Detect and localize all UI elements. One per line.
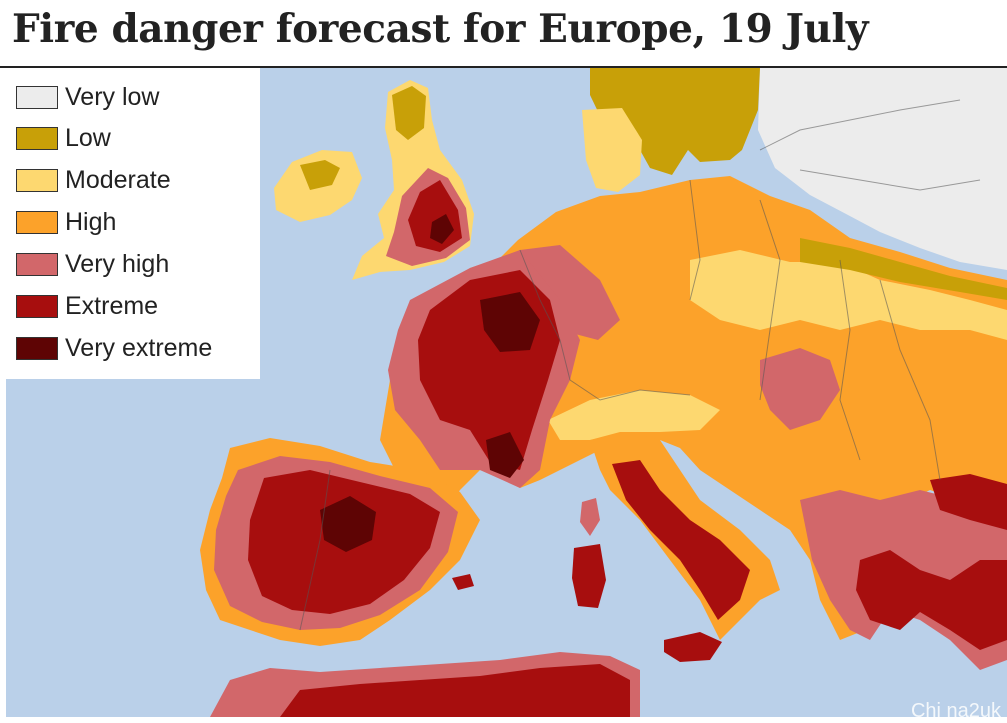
region-france-veryextreme [480, 292, 540, 352]
legend-item-high: High [16, 207, 116, 237]
legend-swatch [16, 85, 58, 109]
legend: Very low Low Moderate High Very high Ext… [6, 68, 260, 379]
region-balearic [452, 574, 474, 590]
region-hungary-veryhigh [760, 348, 840, 430]
region-iberia-veryextreme [320, 496, 376, 552]
region-turkey-extreme [930, 474, 1007, 530]
legend-swatch [16, 294, 58, 318]
region-scotland-low [392, 86, 426, 140]
region-alps-moderate [548, 390, 720, 440]
region-northafrica-extreme [280, 664, 630, 717]
legend-swatch [16, 126, 58, 150]
map-title: Fire danger forecast for Europe, 19 July [12, 6, 869, 52]
legend-item-moderate: Moderate [16, 165, 171, 195]
legend-swatch [16, 210, 58, 234]
region-very-low-northeast [758, 68, 1007, 270]
region-france-veryextreme-south [486, 432, 524, 478]
country-borders [299, 99, 981, 631]
legend-swatch [16, 336, 58, 360]
bottom-margin [0, 717, 1007, 723]
region-greece-extreme [856, 550, 1007, 650]
legend-label: Extreme [65, 291, 159, 320]
region-denmark-moderate [582, 108, 642, 192]
region-corsica [580, 498, 600, 536]
region-sardinia [572, 544, 606, 608]
region-sicily-extreme [664, 632, 722, 662]
legend-item-extreme: Extreme [16, 291, 158, 321]
legend-label: Very high [65, 249, 170, 278]
legend-label: Moderate [65, 165, 171, 194]
legend-item-very-low: Very low [16, 82, 159, 112]
legend-label: Very extreme [65, 333, 213, 362]
region-poland-low [800, 238, 1007, 300]
region-central-moderate [690, 250, 1007, 340]
legend-item-very-extreme: Very extreme [16, 333, 212, 363]
legend-item-low: Low [16, 123, 111, 153]
region-italy-extreme [612, 460, 750, 620]
legend-label: Low [65, 123, 111, 152]
europe-fire-danger-map [6, 68, 1007, 717]
region-london-veryextreme [430, 214, 454, 244]
legend-label: High [65, 207, 117, 236]
watermark: Chi na2uk [910, 700, 1001, 722]
legend-swatch [16, 252, 58, 276]
legend-swatch [16, 168, 58, 192]
title-rule [0, 66, 1007, 68]
legend-label: Very low [65, 82, 160, 111]
legend-item-very-high: Very high [16, 249, 169, 279]
region-ireland-low [300, 160, 340, 190]
region-germany-veryhigh [520, 245, 620, 340]
